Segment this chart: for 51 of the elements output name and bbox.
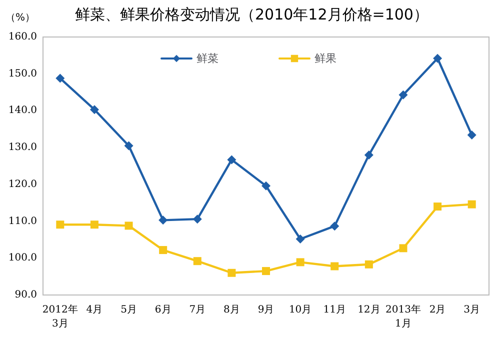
x-tick-label: 2012年 3月 [42, 304, 78, 330]
point [296, 258, 304, 266]
point [433, 54, 442, 63]
point [296, 234, 305, 244]
y-tick-label: 100.0 [8, 252, 37, 264]
point [467, 130, 476, 140]
chart-title: 鲜菜、鲜果价格变动情况（2010年12月价格=100） [75, 6, 428, 24]
point [330, 222, 340, 231]
point [158, 216, 168, 225]
point [398, 90, 408, 100]
point [124, 222, 133, 230]
y-tick-label: 130.0 [8, 142, 37, 154]
x-tick-label: 7月 [189, 304, 206, 316]
x-tick-label: 4月 [86, 304, 103, 316]
point [399, 244, 408, 252]
point [468, 200, 476, 208]
y-tick-label: 140.0 [8, 105, 37, 116]
point [228, 268, 236, 277]
point [192, 214, 202, 224]
legend-label: 鲜果 [314, 52, 336, 65]
point [330, 262, 339, 270]
x-tick-label: 8月 [224, 304, 240, 316]
x-tick-label: 12月 [358, 304, 380, 316]
point [262, 267, 270, 276]
x-tick-label: 2月 [429, 304, 446, 316]
x-tick-label: 9月 [258, 304, 274, 316]
point [364, 150, 374, 160]
point [124, 141, 134, 150]
point [193, 257, 202, 266]
x-tick-label: 6月 [154, 304, 172, 316]
y-tick-label: 110.0 [8, 216, 37, 227]
legend-label: 鲜菜 [196, 52, 218, 65]
y-tick-label: 150.0 [8, 68, 37, 80]
point [434, 202, 442, 211]
point [56, 220, 64, 229]
x-tick-label: 11月 [323, 304, 346, 316]
point [90, 220, 98, 229]
point [159, 246, 168, 254]
y-tick-label: 90.0 [14, 290, 37, 300]
point [227, 155, 236, 164]
point [364, 260, 373, 268]
point [90, 105, 99, 114]
x-tick-label: 5月 [120, 304, 137, 316]
y-axis-title: （%） [5, 12, 35, 24]
point [262, 181, 270, 190]
y-tick-label: 160.0 [8, 32, 37, 42]
x-tick-label: 10月 [288, 304, 312, 316]
x-tick-label: 3月 [464, 304, 480, 316]
point [56, 74, 65, 83]
x-tick-label: 2013年 1月 [386, 304, 421, 330]
y-tick-label: 120.0 [8, 178, 37, 190]
